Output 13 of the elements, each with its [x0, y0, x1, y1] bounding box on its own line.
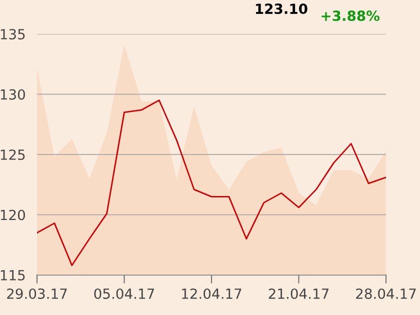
x-tick-label: 28.04.17	[356, 288, 416, 299]
text: 123.10	[256, 4, 308, 14]
y-tick-label: 115	[0, 270, 25, 280]
x-tick-label: 12.04.17	[182, 288, 242, 299]
y-tick-label: 125	[0, 149, 25, 160]
x-tick-label: 21.04.17	[268, 288, 328, 299]
y-tick-label: 120	[0, 210, 25, 220]
x-tick-label: 05.04.17	[94, 288, 154, 299]
line-series	[37, 100, 386, 266]
y-tick-label: 135	[0, 28, 25, 40]
x-tick-label: 29.03.17	[7, 288, 67, 299]
y-tick-label: 130	[0, 89, 25, 100]
text: +3.88%	[322, 10, 380, 22]
